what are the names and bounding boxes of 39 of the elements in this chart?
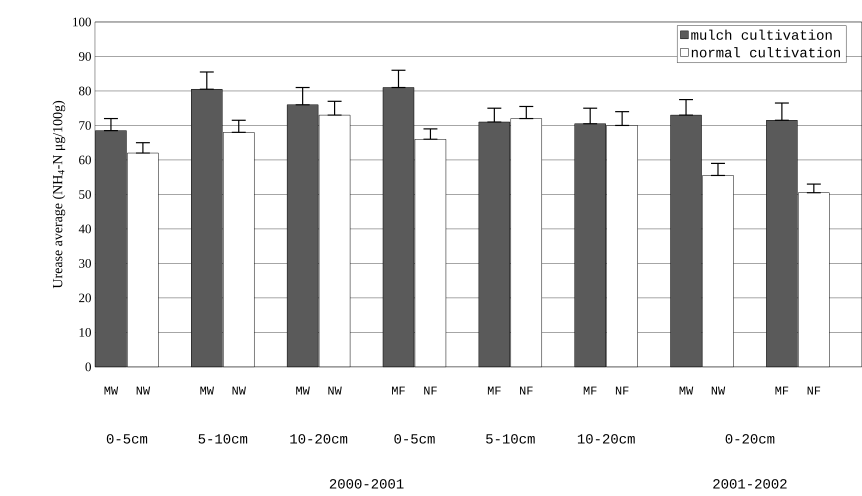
x-tick-label: MF (584, 386, 597, 395)
legend-label: mulch cultivation (691, 30, 832, 40)
x-tick-label: NW (232, 386, 246, 395)
y-tick-label: 50 (79, 190, 91, 199)
text: 2001-2002 (713, 479, 787, 489)
y-tick-label: 30 (79, 259, 91, 268)
text: 0-5cm (394, 434, 435, 444)
text: 10-20cm (290, 434, 348, 444)
text: 10-20cm (578, 434, 635, 444)
y-tick-label: 60 (79, 156, 91, 164)
y-tick-label: 40 (78, 224, 91, 234)
x-tick-label: NF (808, 386, 820, 395)
y-tick-label: 0 (85, 362, 91, 372)
x-tick-label: MF (392, 386, 405, 395)
y-tick-label: 10 (80, 328, 91, 337)
text: 0-20cm (726, 434, 774, 444)
y-axis-title: Urease average (NH$_{4}$-N μg/100g) (52, 101, 66, 288)
y-tick-label: 20 (79, 294, 91, 302)
x-tick-label: NW (328, 386, 342, 395)
y-tick-label: 70 (79, 121, 91, 130)
x-tick-label: MW (296, 386, 310, 395)
x-tick-label: NW (136, 386, 150, 395)
x-tick-label: MW (200, 386, 214, 395)
x-tick-label: NW (712, 386, 726, 395)
x-tick-label: MF (488, 386, 501, 395)
x-tick-label: MF (775, 386, 788, 395)
x-tick-label: NF (616, 386, 628, 395)
x-tick-label: MW (104, 386, 118, 395)
y-tick-label: 100 (73, 18, 91, 26)
x-tick-label: NF (424, 386, 437, 395)
text: 0-5cm (106, 434, 148, 444)
x-tick-label: NF (520, 386, 533, 395)
text: 5-10cm (486, 434, 535, 444)
legend-label: normal cultivation (692, 47, 840, 58)
y-tick-label: 80 (79, 86, 91, 96)
text: 2000-2001 (330, 479, 404, 489)
x-tick-label: MW (680, 386, 694, 395)
y-tick-label: 90 (78, 52, 91, 61)
text: 5-10cm (198, 434, 248, 444)
